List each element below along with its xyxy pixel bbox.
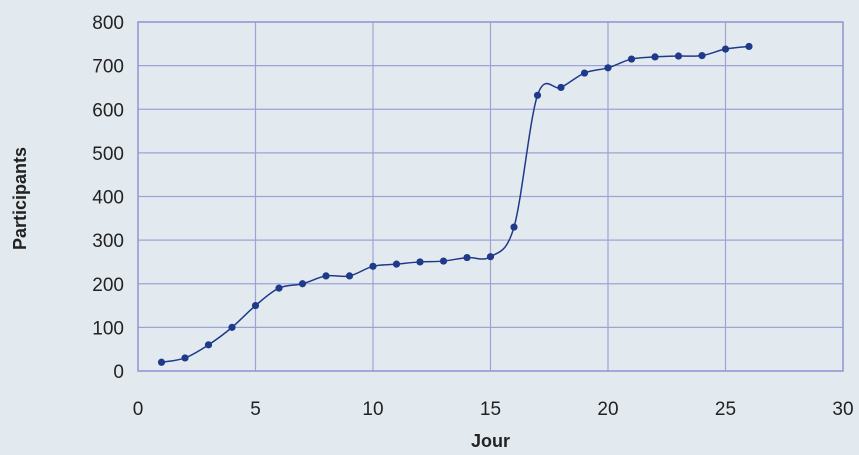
data-point	[345, 272, 354, 280]
x-tick-label: 20	[597, 399, 618, 420]
data-point	[369, 262, 377, 270]
series-line	[161, 45, 750, 364]
data-point	[721, 45, 730, 53]
data-point	[486, 253, 495, 261]
data-point	[298, 280, 307, 288]
y-tick-label: 200	[92, 275, 124, 296]
data-point	[533, 91, 542, 99]
data-point	[674, 52, 683, 60]
data-point	[463, 253, 471, 262]
data-point	[275, 284, 283, 292]
data-point	[181, 354, 189, 362]
x-tick-label: 15	[480, 399, 501, 420]
y-tick-label: 0	[113, 362, 124, 383]
data-point	[698, 51, 706, 60]
grid	[137, 21, 844, 372]
x-tick-label: 0	[133, 399, 144, 420]
data-point	[157, 358, 166, 366]
axes: 0 100 200 300 400 500 600 700 800 0 5 10 15 20 25 30	[92, 13, 853, 420]
y-tick-label: 400	[92, 188, 124, 209]
x-tick-label: 10	[362, 399, 383, 420]
y-tick-label: 700	[92, 57, 124, 78]
plot-border	[137, 21, 844, 372]
data-point	[322, 272, 330, 280]
y-tick-label: 800	[92, 13, 124, 34]
data-point	[416, 258, 424, 266]
data-point	[228, 323, 236, 331]
data-point	[439, 257, 448, 265]
plot-frame	[137, 21, 844, 372]
y-tick-label: 100	[92, 318, 124, 339]
y-axis-title: Participants	[10, 147, 30, 250]
x-axis-title: Jour	[471, 431, 510, 451]
y-tick-label: 600	[92, 100, 124, 121]
data-point	[627, 55, 636, 63]
data-point	[604, 64, 612, 72]
x-tick-label: 30	[832, 399, 853, 420]
data-point	[251, 301, 260, 310]
x-tick-label: 5	[250, 399, 261, 420]
data-point	[651, 53, 659, 61]
data-point	[204, 341, 213, 349]
data-point	[392, 260, 401, 268]
series	[157, 42, 753, 366]
data-point	[580, 69, 589, 77]
data-point	[510, 223, 518, 231]
y-tick-label: 500	[92, 144, 124, 165]
data-point	[745, 42, 753, 51]
y-tick-label: 300	[92, 231, 124, 252]
data-point	[557, 83, 565, 92]
x-tick-label: 25	[715, 399, 736, 420]
